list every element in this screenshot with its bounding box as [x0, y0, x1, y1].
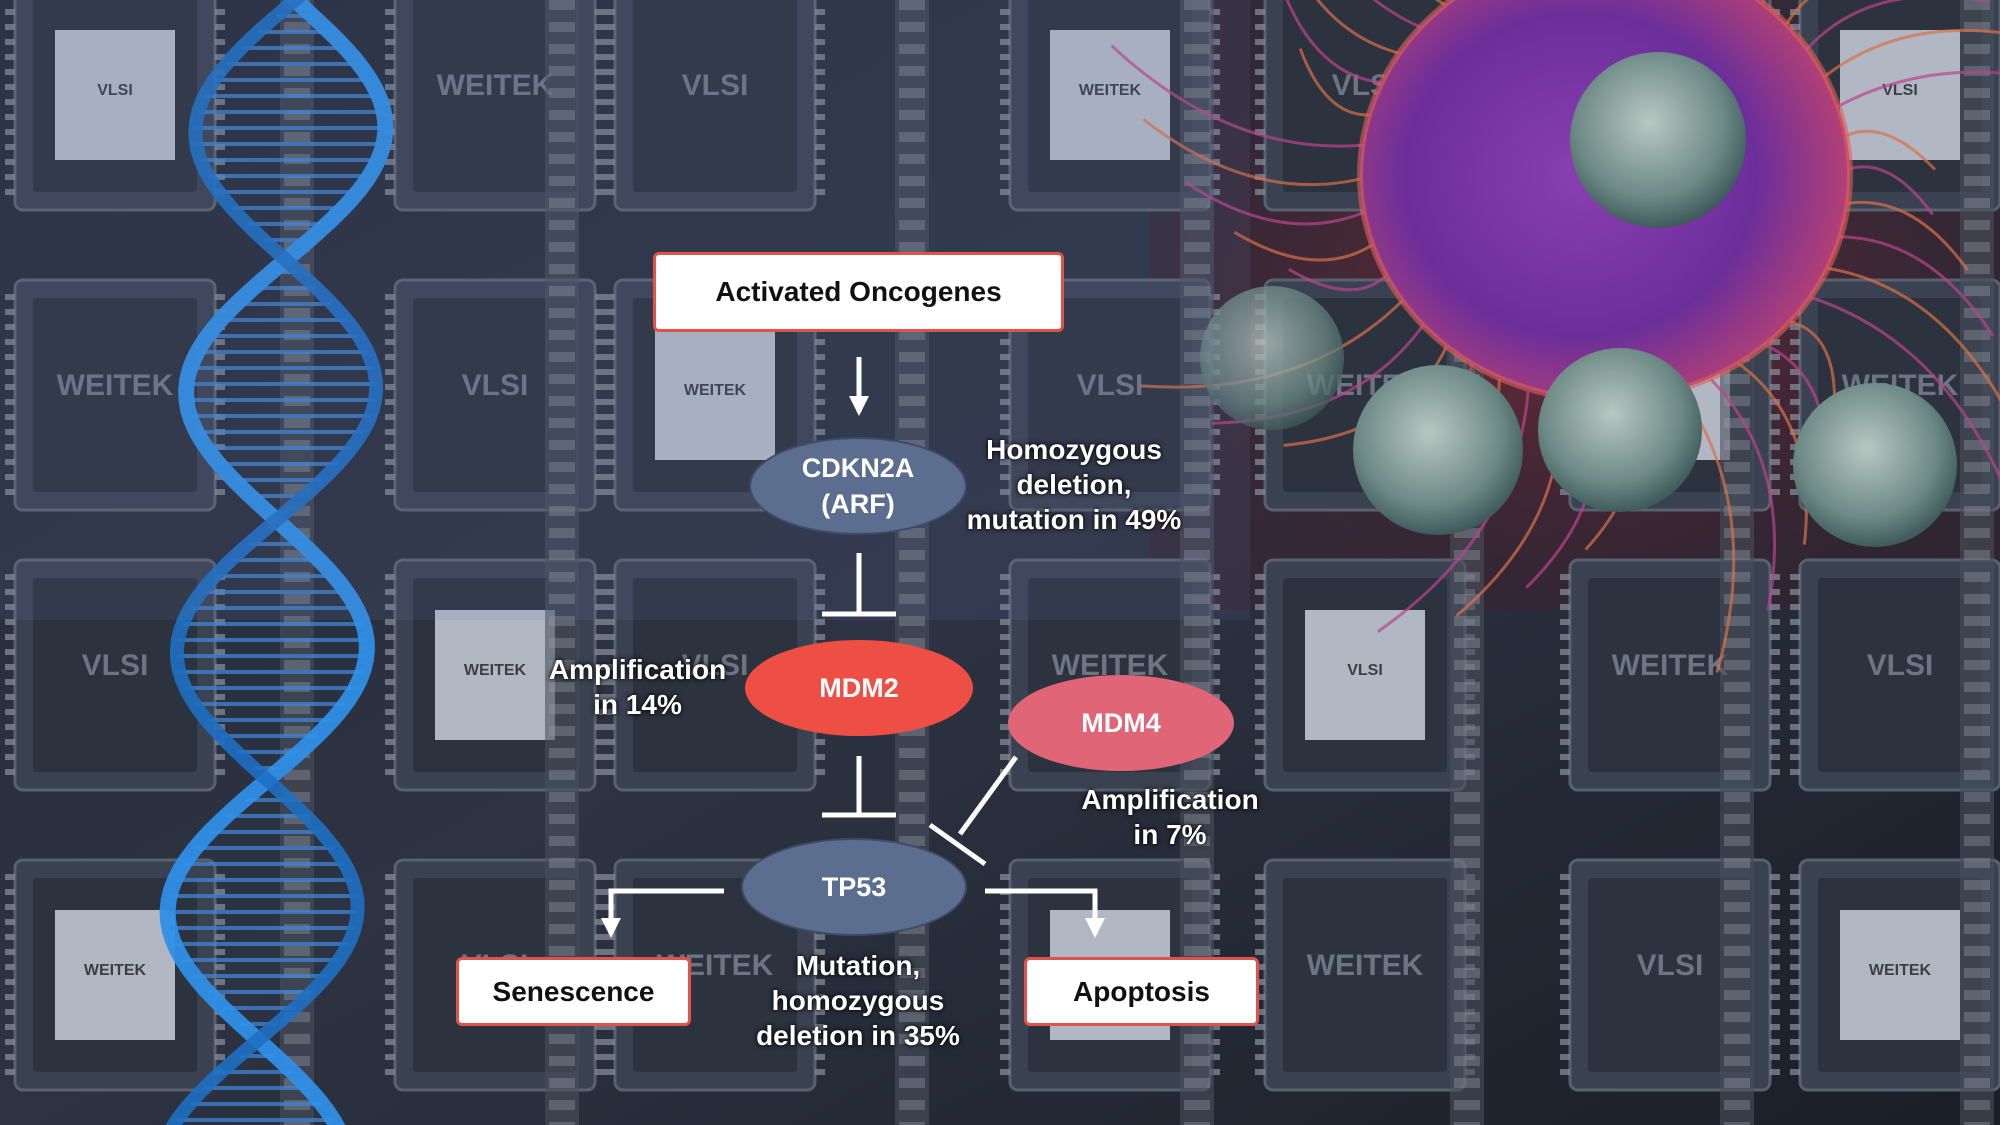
annotation-mdm4-line2: in 7%: [1070, 817, 1270, 852]
annotation-tp53-line2: homozygous: [738, 983, 978, 1018]
node-apoptosis-label: Apoptosis: [1073, 976, 1210, 1008]
inhibition-cdkn2a-to-mdm2: [822, 553, 896, 614]
annotation-tp53: Mutation, homozygous deletion in 35%: [738, 948, 978, 1053]
inhibition-mdm2-to-tp53: [822, 756, 896, 815]
annotation-tp53-line1: Mutation,: [738, 948, 978, 983]
annotation-mdm4-line1: Amplification: [1070, 782, 1270, 817]
arrow-tp53-to-senescence: [611, 891, 724, 934]
annotation-mdm2-line1: Amplification: [540, 652, 735, 687]
node-mdm2: MDM2: [745, 640, 973, 736]
node-senescence-label: Senescence: [493, 976, 655, 1008]
node-tp53-label: TP53: [822, 869, 887, 905]
annotation-cdkn2a-line2: deletion,: [955, 467, 1193, 502]
annotation-tp53-line3: deletion in 35%: [738, 1018, 978, 1053]
node-mdm4-label: MDM4: [1081, 705, 1161, 741]
annotation-cdkn2a-line1: Homozygous: [955, 432, 1193, 467]
arrow-tp53-to-apoptosis: [985, 891, 1095, 934]
node-cdkn2a-label-line2: (ARF): [821, 486, 894, 522]
annotation-mdm4: Amplification in 7%: [1070, 782, 1270, 852]
node-mdm4: MDM4: [1008, 675, 1234, 771]
node-cdkn2a-label-line1: CDKN2A: [802, 450, 915, 486]
annotation-mdm2: Amplification in 14%: [540, 652, 735, 722]
node-tp53: TP53: [741, 838, 967, 936]
annotation-cdkn2a-line3: mutation in 49%: [955, 502, 1193, 537]
annotation-cdkn2a: Homozygous deletion, mutation in 49%: [955, 432, 1193, 537]
inhibition-mdm4-to-tp53: [930, 757, 1016, 864]
annotation-mdm2-line2: in 14%: [540, 687, 735, 722]
node-senescence: Senescence: [456, 957, 691, 1026]
node-apoptosis: Apoptosis: [1024, 957, 1259, 1026]
node-activated-oncogenes: Activated Oncogenes: [653, 252, 1064, 332]
node-activated-oncogenes-label: Activated Oncogenes: [715, 276, 1001, 308]
node-cdkn2a: CDKN2A (ARF): [749, 437, 967, 535]
node-mdm2-label: MDM2: [819, 670, 899, 706]
